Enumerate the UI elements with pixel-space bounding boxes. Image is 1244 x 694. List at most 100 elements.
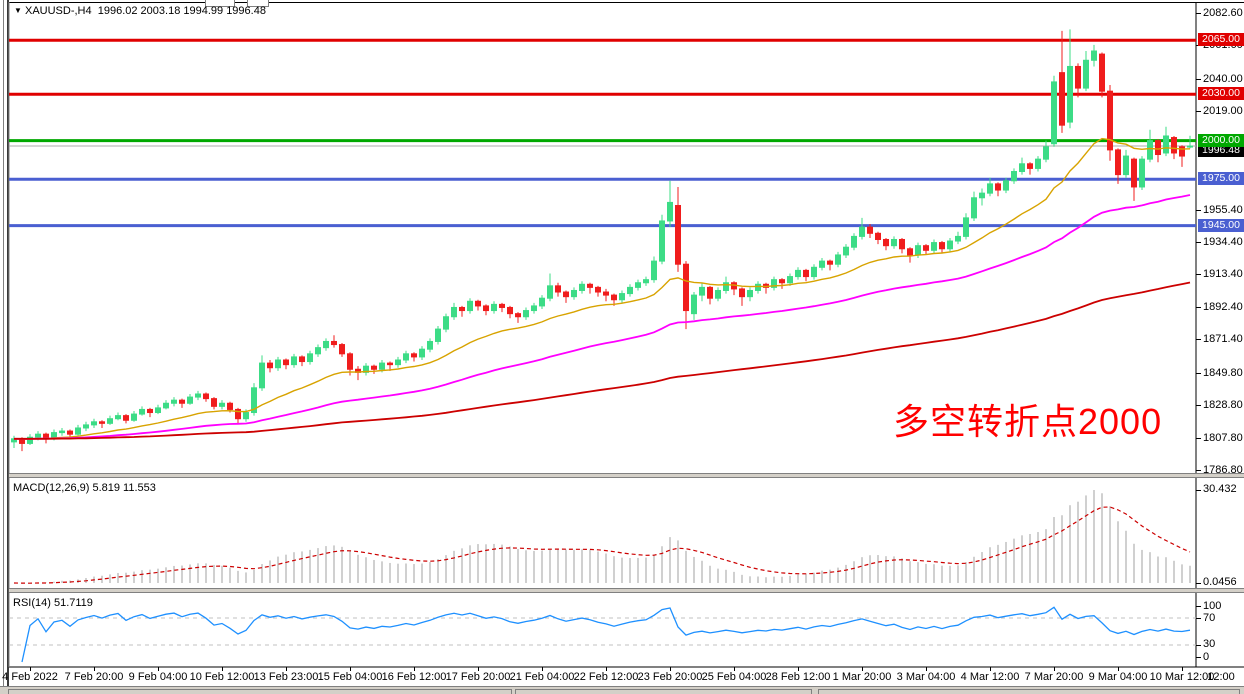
time-tick-mark: [798, 667, 799, 671]
time-tick-mark: [542, 667, 543, 671]
candle-bull: [659, 220, 665, 262]
time-axis-label: 16 Feb 12:00: [381, 671, 447, 683]
candle-bull: [275, 359, 281, 369]
candle-bull: [1187, 145, 1193, 148]
time-axis-label: 9 Feb 04:00: [128, 671, 188, 683]
candle-bear: [883, 238, 889, 247]
candle-bull: [971, 197, 977, 219]
price-tick-mark: [1196, 373, 1201, 374]
time-axis-label: 13 Feb 23:00: [253, 671, 319, 683]
candle-bull: [451, 306, 457, 318]
candle-bull: [171, 399, 177, 404]
candle-bull: [435, 328, 441, 342]
time-axis-label: 25 Feb 04:00: [701, 671, 767, 683]
price-tick-mark: [1196, 79, 1201, 80]
main-chart-panel[interactable]: [9, 29, 1196, 452]
panel-splitter[interactable]: [9, 473, 1244, 478]
candle-bear: [603, 291, 609, 296]
rsi-scale-label: 0: [1203, 651, 1210, 663]
status-strip-panel: [515, 689, 812, 694]
price-tick-mark: [1196, 405, 1201, 406]
candle-bull: [363, 365, 369, 373]
rsi-scale-label: 70: [1203, 612, 1216, 624]
candle-bear: [483, 305, 489, 312]
candle-bull: [1043, 146, 1049, 160]
candle-bear: [1099, 53, 1105, 92]
candle-bull: [699, 286, 705, 296]
candle-bear: [411, 353, 417, 358]
candle-bull: [979, 192, 985, 199]
candle-bull: [219, 402, 225, 407]
ma-line-170: [14, 281, 1191, 440]
price-tick-label: 2040.00: [1203, 73, 1243, 85]
candle-bear: [563, 291, 569, 298]
candle-bear: [147, 408, 153, 414]
candle-bear: [475, 300, 481, 307]
candle-bear: [587, 283, 593, 288]
price-tick-label: 1786.80: [1203, 464, 1243, 476]
candle-bear: [515, 313, 521, 318]
rsi-panel[interactable]: [9, 606, 1196, 663]
time-axis-label: 15 Feb 04:00: [317, 671, 383, 683]
candle-bull: [571, 289, 577, 298]
candle-bull: [195, 393, 201, 398]
candle-bear: [739, 288, 745, 298]
candle-bull: [811, 266, 817, 278]
candle-bear: [499, 303, 505, 308]
panel-splitter[interactable]: [9, 588, 1244, 593]
candle-bull: [795, 269, 801, 278]
candle-bear: [555, 285, 561, 293]
candle-bear: [923, 245, 929, 251]
candle-bear: [683, 263, 689, 312]
candle-bull: [419, 348, 425, 358]
candle-bull: [643, 279, 649, 284]
time-axis-label: 9 Mar 04:00: [1088, 671, 1148, 683]
candle-bear: [899, 238, 905, 250]
candle-bull: [1139, 158, 1145, 188]
candle-bear: [347, 353, 353, 370]
time-tick-mark: [1182, 667, 1183, 671]
price-tick-mark: [1196, 339, 1201, 340]
candle-bull: [83, 424, 89, 429]
candle-bear: [227, 402, 233, 410]
candle-bear: [299, 356, 305, 363]
ohlc-values: 1996.02 2003.18 1994.99 1996.48: [97, 5, 266, 17]
candle-bull: [691, 294, 697, 315]
candle-bull: [315, 347, 321, 355]
candle-bull: [1067, 65, 1073, 123]
candle-bear: [867, 226, 873, 234]
candle-bear: [1107, 90, 1113, 151]
candle-bear: [1171, 137, 1177, 154]
candle-bull: [1011, 171, 1017, 182]
price-tick-label: 1892.40: [1203, 301, 1243, 313]
candle-bear: [331, 340, 337, 346]
candle-bull: [35, 433, 41, 438]
status-strip-panel: [818, 689, 1240, 694]
candle-bear: [1075, 65, 1081, 89]
candle-bull: [1123, 155, 1129, 176]
candle-bull: [851, 235, 857, 248]
candle-bear: [1027, 163, 1033, 169]
collapse-triangle-icon[interactable]: ▼: [14, 6, 22, 15]
candle-bull: [467, 300, 473, 312]
candle-bear: [123, 415, 129, 421]
price-tick-mark: [1196, 307, 1201, 308]
candle-bear: [1179, 146, 1185, 157]
time-tick-mark: [734, 667, 735, 671]
time-axis-label: 1 Mar 20:00: [832, 671, 892, 683]
candle-bull: [843, 246, 849, 256]
macd-panel[interactable]: [13, 490, 1191, 584]
candle-bull: [915, 245, 921, 256]
candle-bear: [1131, 158, 1137, 188]
candle-bear: [875, 232, 881, 240]
candle-bull: [523, 310, 529, 318]
candle-bull: [1019, 163, 1025, 173]
candle-bull: [243, 412, 249, 420]
candle-bull: [963, 217, 969, 237]
price-tick-mark: [1196, 13, 1201, 14]
candle-bull: [187, 396, 193, 404]
candle-bear: [211, 398, 217, 407]
candle-bull: [987, 183, 993, 194]
